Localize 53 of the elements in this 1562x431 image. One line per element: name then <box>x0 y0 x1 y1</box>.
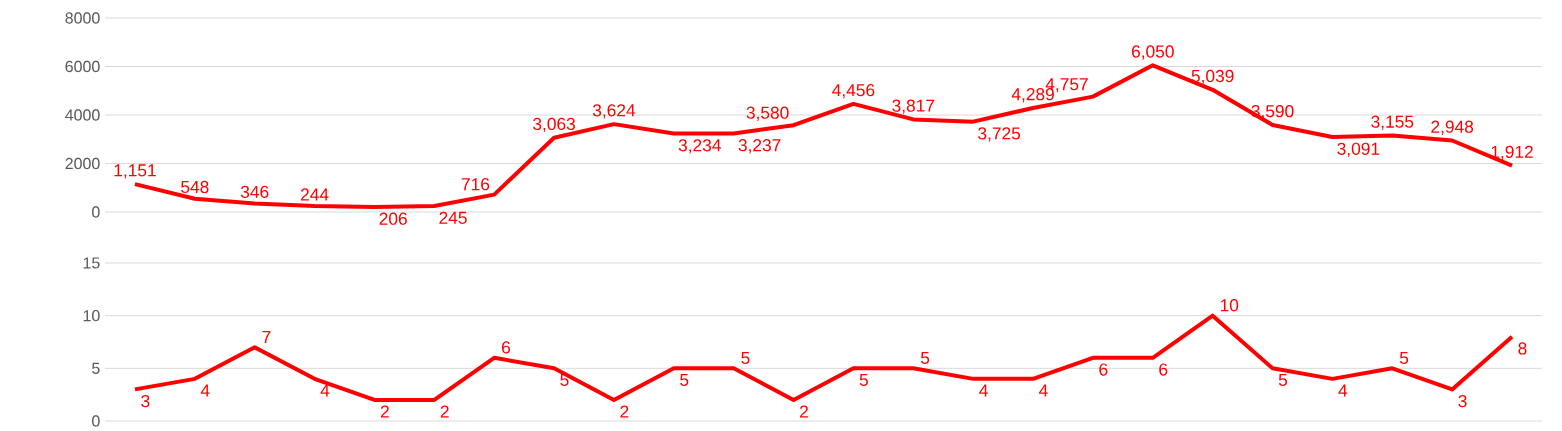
data-label: 5 <box>680 373 689 386</box>
data-label: 1,151 <box>114 164 156 179</box>
y-tick-label: 0 <box>92 415 100 427</box>
data-label: 245 <box>439 211 467 224</box>
y-tick-label: 4000 <box>65 109 100 121</box>
data-label: 206 <box>379 212 407 225</box>
data-label: 3,580 <box>746 106 789 121</box>
y-tick-label: 2000 <box>65 157 100 170</box>
data-label: 4 <box>1338 384 1348 397</box>
y-tick-label: 15 <box>83 257 100 269</box>
data-label: 5 <box>920 351 930 364</box>
data-label: 3,091 <box>1337 142 1380 157</box>
data-label: 3,155 <box>1371 115 1414 130</box>
data-label: 4,456 <box>832 83 875 99</box>
data-label: 716 <box>461 178 490 191</box>
y-tick-label: 0 <box>92 206 100 218</box>
y-tick-label: 8000 <box>65 12 100 24</box>
y-tick-label: 6000 <box>65 60 100 73</box>
data-label: 5,039 <box>1191 69 1234 85</box>
data-label: 5 <box>741 351 750 364</box>
data-label: 6 <box>502 341 511 354</box>
data-label: 4 <box>979 384 988 397</box>
data-label: 3,817 <box>892 99 935 114</box>
data-label: 3,624 <box>592 104 636 119</box>
data-label: 2 <box>380 405 389 418</box>
data-label: 244 <box>300 188 329 201</box>
data-label: 3,237 <box>738 139 781 154</box>
data-label: 4 <box>1039 384 1048 397</box>
data-label: 8 <box>1518 342 1527 355</box>
y-tick-label: 5 <box>92 362 100 374</box>
data-label: 6,050 <box>1131 45 1174 60</box>
data-label: 6 <box>1159 363 1168 376</box>
data-label: 3,725 <box>978 127 1021 142</box>
data-label: 2,948 <box>1431 120 1474 135</box>
data-label: 1,912 <box>1491 145 1533 160</box>
data-label: 6 <box>1099 363 1108 376</box>
data-label: 548 <box>181 180 209 194</box>
data-label: 3 <box>1458 394 1467 408</box>
data-label: 2 <box>800 405 808 418</box>
data-label: 3 <box>141 394 150 408</box>
data-label: 4 <box>320 384 330 397</box>
data-label: 7 <box>262 331 271 343</box>
data-label: 5 <box>1399 351 1409 364</box>
data-label: 4 <box>200 384 210 397</box>
data-label: 3,063 <box>533 117 575 133</box>
y-tick-label: 10 <box>83 309 100 322</box>
data-label: 3,234 <box>678 139 721 154</box>
data-label: 5 <box>859 373 868 386</box>
data-label: 2 <box>620 405 629 418</box>
data-label: 2 <box>440 405 449 418</box>
data-label: 5 <box>1278 373 1288 386</box>
data-label: 10 <box>1220 299 1239 312</box>
data-label: 346 <box>240 185 269 198</box>
